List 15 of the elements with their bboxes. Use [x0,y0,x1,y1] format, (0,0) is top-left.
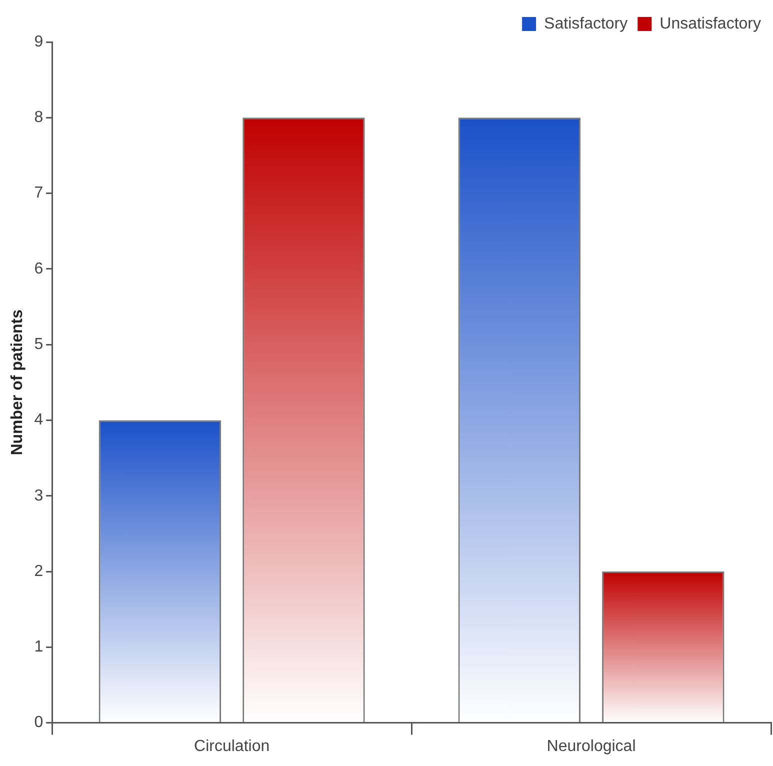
legend-label: Unsatisfactory [660,15,762,32]
y-tick-label: 4 [34,412,44,429]
y-tick-label: 2 [34,562,44,580]
y-tick-label: 0 [34,714,44,732]
y-tick-label: 6 [34,260,44,278]
x-tick-label: Neurological [546,738,636,755]
y-tick-label: 5 [34,336,44,353]
y-tick-label: 8 [34,109,44,126]
legend-label: Satisfactory [544,15,628,32]
y-tick-label: 9 [34,33,44,50]
y-tick-label: 3 [34,487,44,504]
y-axis-title: Number of patients [9,309,26,456]
x-tick-label: Circulation [194,738,270,755]
y-tick-label: 7 [34,184,44,202]
y-tick-label: 1 [34,638,44,656]
